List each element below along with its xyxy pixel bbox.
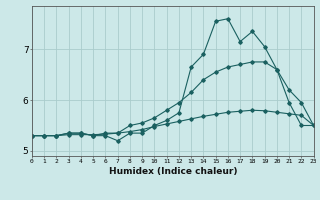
- X-axis label: Humidex (Indice chaleur): Humidex (Indice chaleur): [108, 167, 237, 176]
